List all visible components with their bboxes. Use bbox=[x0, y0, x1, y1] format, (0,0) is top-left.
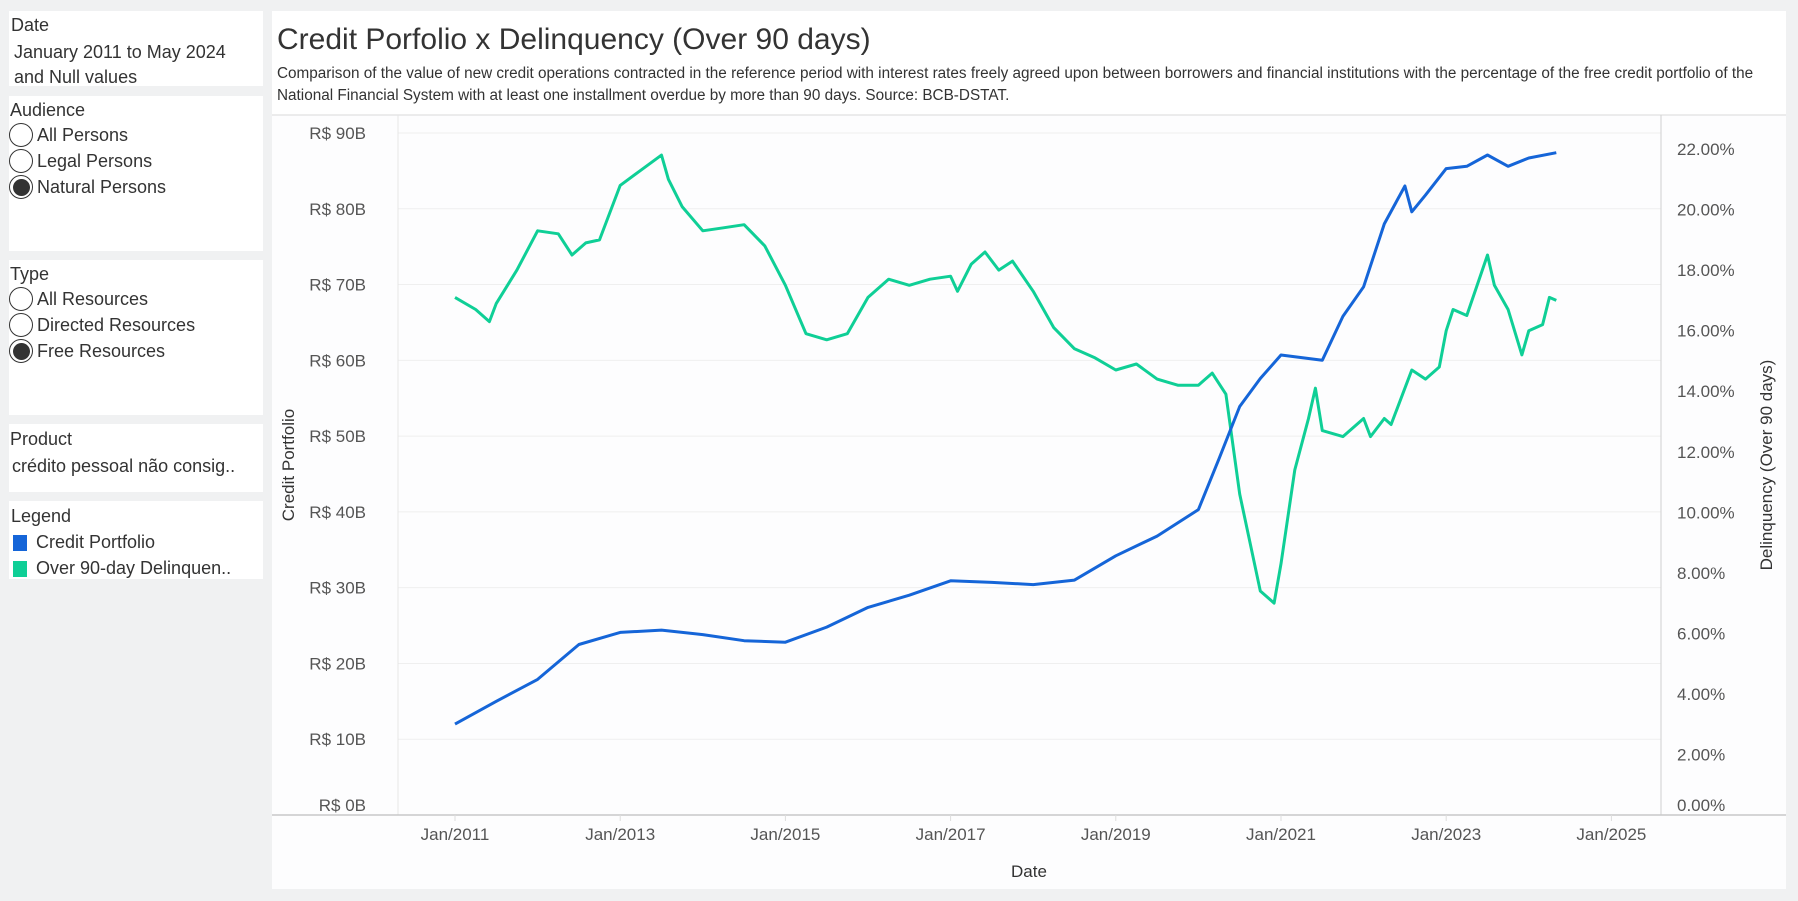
radio-icon bbox=[9, 149, 33, 173]
credit-portfolio-line[interactable] bbox=[454, 151, 1557, 726]
radio-label: All Resources bbox=[37, 288, 149, 309]
y-right-tick-label: 6.00% bbox=[1677, 624, 1725, 643]
chart-subtitle: Comparison of the value of new credit op… bbox=[277, 65, 1754, 104]
x-tick-label: Jan/2011 bbox=[421, 825, 490, 844]
y-right-tick-label: 4.00% bbox=[1677, 685, 1725, 704]
y-right-tick-label: 18.00% bbox=[1677, 261, 1735, 280]
radio-icon bbox=[9, 123, 33, 147]
x-tick-label: Jan/2025 bbox=[1576, 825, 1646, 844]
y-right-tick-label: 22.00% bbox=[1677, 140, 1735, 159]
date-filter-value-null: and Null values bbox=[14, 67, 138, 87]
legend-swatch bbox=[13, 560, 27, 577]
radio-directed-resources[interactable]: Directed Resources bbox=[9, 313, 195, 337]
radio-icon bbox=[9, 313, 33, 337]
x-tick-label: Jan/2023 bbox=[1411, 825, 1481, 844]
date-filter[interactable]: Date January 2011 to May 2024 and Null v… bbox=[9, 11, 263, 87]
radio-selected-icon bbox=[9, 339, 33, 363]
y-right-tick-label: 12.00% bbox=[1677, 443, 1735, 462]
x-tick-label: Jan/2017 bbox=[916, 825, 986, 844]
x-axis-label: Date bbox=[1011, 862, 1047, 881]
y-right-tick-label: 10.00% bbox=[1677, 503, 1735, 522]
y-axis-left-label: Credit Portfolio bbox=[279, 409, 298, 521]
y-left-tick-label: R$ 80B bbox=[309, 200, 366, 219]
x-tick-label: Jan/2019 bbox=[1081, 825, 1151, 844]
x-tick-label: Jan/2021 bbox=[1246, 825, 1316, 844]
legend-title: Legend bbox=[11, 506, 72, 526]
y-right-tick-label: 8.00% bbox=[1677, 564, 1725, 583]
legend-item-credit-portfolio[interactable]: Credit Portfolio bbox=[13, 532, 155, 553]
radio-label: Legal Persons bbox=[37, 150, 153, 171]
plot-background bbox=[272, 115, 1786, 889]
legend: Legend Credit Portfolio Over 90-day Deli… bbox=[9, 501, 263, 579]
delinquency-line[interactable] bbox=[454, 153, 1557, 605]
radio-label: Free Resources bbox=[37, 340, 166, 361]
audience-filter-title: Audience bbox=[10, 100, 86, 120]
y-left-tick-label: R$ 20B bbox=[309, 654, 366, 673]
y-axis-right-label: Delinquency (Over 90 days) bbox=[1757, 360, 1776, 571]
radio-all-resources[interactable]: All Resources bbox=[9, 287, 148, 311]
date-filter-value: January 2011 to May 2024 bbox=[14, 42, 226, 62]
y-right-tick-label: 16.00% bbox=[1677, 322, 1735, 341]
y-left-tick-label: R$ 70B bbox=[309, 276, 366, 295]
y-left-tick-label: R$ 50B bbox=[309, 427, 366, 446]
y-left-tick-label: R$ 0B bbox=[319, 796, 366, 815]
radio-natural-persons[interactable]: Natural Persons bbox=[9, 175, 166, 199]
chart-svg: R$ 0B R$ 10B R$ 20B R$ 30B R$ 40B R$ 50B R$ 60… bbox=[272, 114, 1786, 889]
type-filter-title: Type bbox=[10, 264, 50, 284]
y-left-tick-label: R$ 90B bbox=[309, 124, 366, 143]
radio-label: Directed Resources bbox=[37, 314, 196, 335]
radio-icon bbox=[9, 287, 33, 311]
radio-legal-persons[interactable]: Legal Persons bbox=[9, 149, 152, 173]
x-tick-label: Jan/2013 bbox=[585, 825, 655, 844]
chart-title: Credit Porfolio x Delinquency (Over 90 d… bbox=[277, 23, 871, 56]
radio-all-persons[interactable]: All Persons bbox=[9, 123, 128, 147]
date-filter-title: Date bbox=[11, 15, 50, 35]
product-filter-title: Product bbox=[10, 429, 73, 449]
y-left-tick-label: R$ 40B bbox=[309, 503, 366, 522]
radio-label: Natural Persons bbox=[37, 176, 167, 197]
legend-swatch bbox=[13, 534, 27, 551]
y-left-tick-label: R$ 30B bbox=[309, 579, 366, 598]
radio-free-resources[interactable]: Free Resources bbox=[9, 339, 165, 363]
radio-label: All Persons bbox=[37, 124, 129, 145]
y-right-tick-label: 14.00% bbox=[1677, 382, 1735, 401]
legend-item-delinquency[interactable]: Over 90-day Delinquen.. bbox=[13, 558, 231, 579]
legend-label: Over 90-day Delinquen.. bbox=[36, 558, 232, 578]
y-right-tick-label: 20.00% bbox=[1677, 201, 1735, 220]
product-filter[interactable]: Product crédito pessoal não consig.. bbox=[9, 424, 263, 492]
type-filter: Type All Resources Directed Resources Fr… bbox=[9, 260, 263, 415]
y-right-tick-label: 0.00% bbox=[1677, 796, 1725, 815]
radio-selected-icon bbox=[9, 175, 33, 199]
audience-filter: Audience All Persons Legal Persons Natur… bbox=[9, 96, 263, 251]
y-right-tick-label: 2.00% bbox=[1677, 745, 1725, 764]
chart-panel: Credit Porfolio x Delinquency (Over 90 d… bbox=[272, 11, 1786, 889]
y-left-tick-label: R$ 60B bbox=[309, 351, 366, 370]
legend-label: Credit Portfolio bbox=[36, 532, 156, 552]
product-filter-value: crédito pessoal não consig.. bbox=[12, 456, 236, 476]
y-left-tick-label: R$ 10B bbox=[309, 730, 366, 749]
x-tick-label: Jan/2015 bbox=[750, 825, 820, 844]
